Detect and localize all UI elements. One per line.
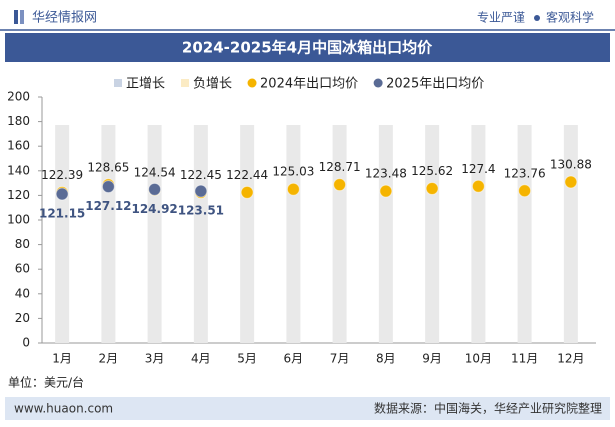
point — [148, 182, 162, 196]
x-tick-label: 5月 — [237, 352, 257, 366]
column-background — [471, 125, 486, 343]
chart-title: 2024-2025年4月中国冰箱出口均价 — [182, 39, 433, 57]
column-background — [147, 125, 162, 343]
x-tick-label: 12月 — [557, 352, 584, 366]
value-label: 122.44 — [226, 168, 268, 182]
column-background — [332, 125, 347, 343]
point — [101, 180, 115, 194]
legend-swatch — [181, 79, 190, 87]
x-tick-label: 10月 — [465, 352, 492, 366]
unit-note: 单位：美元/台 — [8, 375, 84, 390]
x-tick-label: 2月 — [99, 352, 119, 366]
column-background — [240, 125, 255, 343]
x-tick-label: 1月 — [52, 352, 72, 366]
point — [518, 184, 532, 198]
value-label: 124.92 — [131, 202, 177, 216]
y-tick-label: 200 — [7, 90, 30, 104]
column-background — [55, 125, 70, 343]
value-label: 122.45 — [180, 168, 222, 182]
legend-label: 2025年出口均价 — [386, 77, 484, 92]
column-background — [193, 125, 208, 343]
point — [240, 185, 254, 199]
legend-label: 负增长 — [193, 77, 232, 92]
x-tick-label: 6月 — [284, 352, 304, 366]
value-label: 122.39 — [41, 168, 83, 182]
value-label: 130.88 — [550, 158, 592, 172]
x-tick-label: 9月 — [422, 352, 442, 366]
slogan: 客观科学 — [546, 10, 594, 25]
value-label: 125.62 — [411, 164, 453, 178]
logo-icon — [20, 10, 24, 24]
value-label: 124.54 — [134, 165, 176, 179]
legend-swatch — [247, 78, 257, 88]
column-background — [425, 125, 440, 343]
logo-icon — [14, 10, 18, 24]
value-label: 128.71 — [319, 160, 361, 174]
column-background — [517, 125, 532, 343]
slogan-dot — [534, 15, 540, 21]
footer-bar — [5, 397, 610, 420]
value-label: 121.15 — [39, 206, 85, 220]
y-tick-label: 140 — [7, 163, 30, 177]
y-tick-label: 60 — [15, 262, 30, 276]
website: www.huaon.com — [14, 402, 113, 416]
y-tick-label: 40 — [15, 286, 30, 300]
legend-label: 2024年出口均价 — [260, 77, 358, 92]
value-label: 123.48 — [365, 167, 407, 181]
value-label: 127.12 — [85, 199, 131, 213]
y-tick-label: 80 — [15, 237, 30, 251]
x-tick-label: 7月 — [330, 352, 350, 366]
logo-text: 华经情报网 — [32, 11, 97, 26]
value-label: 125.03 — [272, 165, 314, 179]
y-tick-label: 180 — [7, 114, 30, 128]
point — [194, 184, 208, 198]
value-label: 128.65 — [87, 160, 129, 174]
legend-swatch — [114, 79, 122, 87]
y-tick-label: 160 — [7, 139, 30, 153]
legend-swatch — [373, 78, 383, 88]
x-tick-label: 3月 — [145, 352, 165, 366]
column-background — [378, 125, 393, 343]
value-label: 127.4 — [461, 162, 495, 176]
y-tick-label: 20 — [15, 311, 30, 325]
point — [286, 182, 300, 196]
x-tick-label: 8月 — [376, 352, 396, 366]
point — [379, 184, 393, 198]
point — [333, 178, 347, 192]
column-background — [101, 125, 116, 343]
value-label: 123.76 — [504, 166, 546, 180]
slogan: 专业严谨 — [477, 10, 525, 25]
y-tick-label: 0 — [22, 336, 30, 350]
x-tick-label: 4月 — [191, 352, 211, 366]
value-label: 123.51 — [178, 204, 224, 218]
y-tick-label: 120 — [7, 188, 30, 202]
title-banner — [5, 33, 610, 62]
column-background — [286, 125, 301, 343]
source: 数据来源：中国海关，华经产业研究院整理 — [374, 401, 602, 416]
point — [564, 175, 578, 189]
point — [471, 179, 485, 193]
point — [425, 181, 439, 195]
y-tick-label: 100 — [7, 213, 30, 227]
legend-label: 正增长 — [126, 77, 165, 92]
point — [55, 187, 69, 201]
x-tick-label: 11月 — [511, 352, 538, 366]
